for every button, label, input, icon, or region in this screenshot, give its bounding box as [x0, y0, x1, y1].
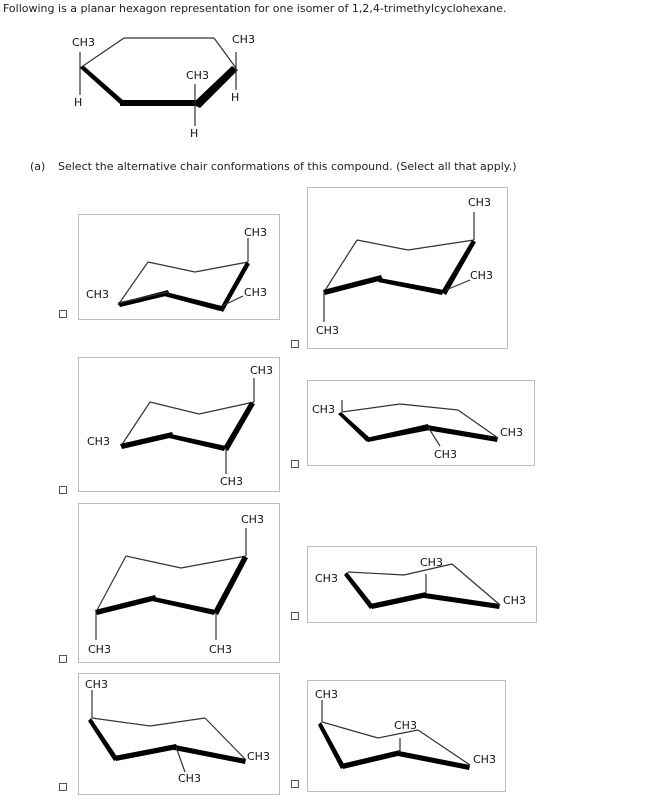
option-d-image[interactable]: [307, 380, 535, 466]
option-f-label-2: CH3: [420, 556, 443, 569]
option-h-label-1: CH3: [315, 688, 338, 701]
option-d-label-3: CH3: [434, 448, 457, 461]
question-intro: Following is a planar hexagon representa…: [3, 2, 507, 15]
option-h-label-3: CH3: [473, 753, 496, 766]
option-f-label-3: CH3: [503, 594, 526, 607]
option-a-checkbox[interactable]: [59, 310, 67, 318]
option-a-label-1: CH3: [244, 226, 267, 239]
hexagon-h-bottom: H: [190, 127, 199, 140]
option-a-label-3: CH3: [244, 286, 267, 299]
option-g-label-3: CH3: [178, 772, 201, 785]
option-e-checkbox[interactable]: [59, 655, 67, 663]
question-prompt: Select the alternative chair conformatio…: [58, 160, 517, 173]
option-g-image[interactable]: [78, 673, 280, 795]
option-e-label-2: CH3: [88, 643, 111, 656]
option-f-label-1: CH3: [315, 572, 338, 585]
option-b-label-2: CH3: [470, 269, 493, 282]
hexagon-h-right: H: [231, 91, 240, 104]
hexagon-ch3-left: CH3: [72, 36, 95, 49]
option-d-label-1: CH3: [312, 403, 335, 416]
hexagon-h-left: H: [74, 96, 83, 109]
option-c-checkbox[interactable]: [59, 486, 67, 494]
option-b-label-3: CH3: [316, 324, 339, 337]
option-c-label-1: CH3: [250, 364, 273, 377]
option-g-label-1: CH3: [85, 678, 108, 691]
option-b-label-1: CH3: [468, 196, 491, 209]
part-marker: (a): [30, 160, 46, 173]
option-g-label-2: CH3: [247, 750, 270, 763]
option-a-label-2: CH3: [86, 288, 109, 301]
option-b-checkbox[interactable]: [291, 340, 299, 348]
option-h-label-2: CH3: [394, 719, 417, 732]
option-g-checkbox[interactable]: [59, 783, 67, 791]
hexagon-ch3-right: CH3: [232, 33, 255, 46]
hexagon-ch3-center: CH3: [186, 69, 209, 82]
option-e-label-3: CH3: [209, 643, 232, 656]
option-f-checkbox[interactable]: [291, 612, 299, 620]
option-e-label-1: CH3: [241, 513, 264, 526]
option-h-checkbox[interactable]: [291, 780, 299, 788]
option-h-image[interactable]: [307, 680, 506, 792]
option-c-label-3: CH3: [220, 475, 243, 488]
option-d-checkbox[interactable]: [291, 460, 299, 468]
option-c-label-2: CH3: [87, 435, 110, 448]
option-c-image[interactable]: [78, 357, 280, 492]
option-d-label-2: CH3: [500, 426, 523, 439]
option-f-image[interactable]: [307, 546, 537, 623]
